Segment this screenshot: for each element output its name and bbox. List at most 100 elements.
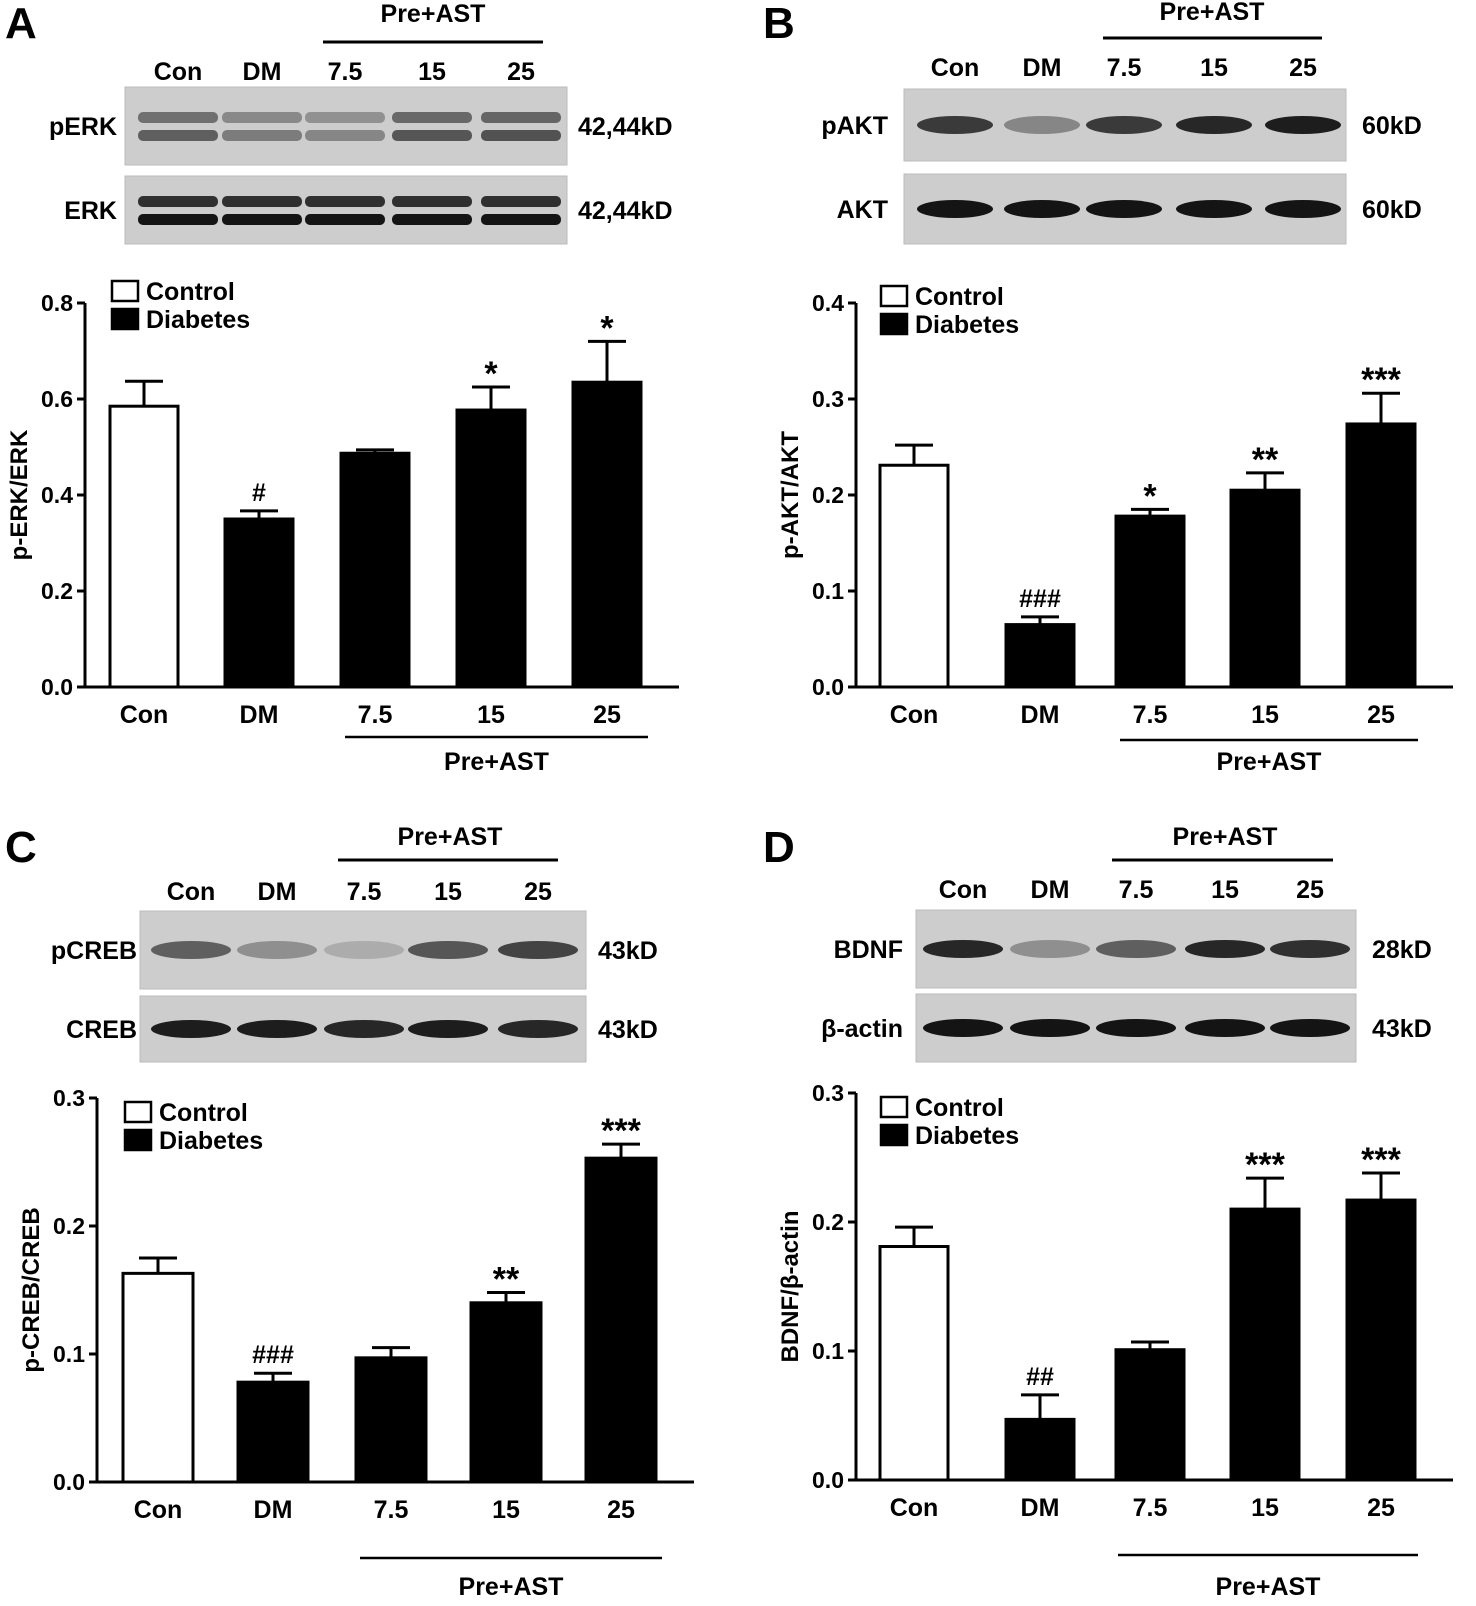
blot-row-label: pERK — [49, 113, 117, 141]
blot-band — [481, 196, 561, 207]
blot-lane-label: 25 — [1296, 876, 1324, 904]
bar-chart: 0.0 0.2 0.4 0.6 0.8 p-ERK/ERK Con # DM 7.5 * 15 * 25 P… — [6, 278, 679, 776]
bar — [354, 1356, 428, 1484]
bar — [1004, 1417, 1076, 1482]
blot-size-label: 28kD — [1372, 936, 1432, 964]
y-tick-label: 0.0 — [812, 1467, 844, 1493]
blot-band — [923, 1019, 1003, 1037]
blot-band — [1004, 200, 1080, 218]
blot-row-label: pCREB — [51, 937, 137, 965]
y-tick-label: 0.2 — [812, 482, 844, 508]
x-tick-label: 15 — [1251, 701, 1279, 729]
blot-band — [138, 196, 218, 207]
blot-band — [1185, 940, 1265, 958]
blot-lane-label: 15 — [434, 878, 462, 906]
blot-band — [237, 1020, 317, 1038]
bar — [1114, 1348, 1186, 1482]
x-tick-label: Con — [890, 701, 939, 729]
blot-band — [305, 130, 385, 141]
x-tick-label: 7.5 — [358, 701, 393, 729]
x-group-label: Pre+AST — [459, 1573, 564, 1601]
blot-band — [392, 196, 472, 207]
blot-band — [324, 941, 404, 959]
legend-swatch-diabetes — [123, 1128, 153, 1152]
blot-lane-label: 15 — [1200, 54, 1228, 82]
x-tick-label: 7.5 — [374, 1496, 409, 1524]
blot-band — [324, 1020, 404, 1038]
panel-letter: A — [5, 0, 37, 48]
bar — [584, 1156, 658, 1484]
blot-band — [222, 214, 302, 225]
panel-d: D Pre+AST Con DM 7.5 15 25 BDNF 28kD β-actin 43kD 0… — [763, 823, 1453, 1601]
x-tick-label: 7.5 — [1133, 701, 1168, 729]
bar-chart: 0.0 0.1 0.2 0.3 0.4 p-AKT/AKT Con ### DM * 7.5 ** 15… — [777, 283, 1453, 776]
bar-chart: 0.0 0.1 0.2 0.3 p-CREB/CREB Con ### DM 7.5 ** 15 **… — [18, 1085, 694, 1601]
panel-a: A Pre+AST Con DM 7.5 15 25 pERK 42,44kD ERK 42,44k… — [5, 0, 679, 776]
blot-lane-label: DM — [243, 58, 282, 86]
y-axis-label: p-ERK/ERK — [6, 429, 33, 560]
y-tick-label: 0.1 — [53, 1341, 85, 1367]
blot-membrane — [125, 87, 567, 165]
blot-band — [151, 941, 231, 959]
legend-label-control: Control — [915, 1094, 1004, 1122]
significance-label: *** — [1361, 361, 1401, 399]
blot-lane-label: Con — [939, 876, 988, 904]
blot-row — [903, 88, 1347, 162]
blot-band — [1096, 1019, 1176, 1037]
blot-border — [124, 86, 568, 166]
y-tick-label: 0.3 — [812, 1080, 844, 1106]
x-tick-label: 25 — [593, 701, 621, 729]
y-tick-label: 0.2 — [41, 578, 73, 604]
legend-label-control: Control — [146, 278, 235, 306]
blot-row-label: β-actin — [821, 1015, 903, 1043]
blot-band — [481, 112, 561, 123]
bar — [1114, 514, 1186, 689]
significance-label: ** — [1252, 441, 1279, 479]
bar — [108, 404, 180, 689]
blot-size-label: 43kD — [598, 937, 658, 965]
blot-band — [1185, 1019, 1265, 1037]
y-tick-label: 0.1 — [812, 578, 844, 604]
blot-band — [222, 130, 302, 141]
x-tick-label: DM — [1021, 1494, 1060, 1522]
y-tick-label: 0.3 — [53, 1085, 85, 1111]
blot-band — [1265, 200, 1341, 218]
legend-swatch-control — [110, 279, 140, 303]
x-group-label: Pre+AST — [1216, 1573, 1321, 1601]
y-tick-label: 0.0 — [53, 1469, 85, 1495]
x-group-label: Pre+AST — [1217, 748, 1322, 776]
blot-lane-label: Con — [154, 58, 203, 86]
blot-band — [1270, 1019, 1350, 1037]
blot-band — [923, 940, 1003, 958]
blot-band — [138, 214, 218, 225]
blot-band — [1086, 116, 1162, 134]
significance-label: ### — [1019, 585, 1061, 613]
blot-band — [138, 130, 218, 141]
blot-lane-label: 7.5 — [1107, 54, 1142, 82]
significance-label: # — [252, 479, 266, 507]
significance-label: *** — [601, 1112, 641, 1150]
blot-band — [392, 130, 472, 141]
blot-band — [408, 941, 488, 959]
blot-lane-label: 25 — [507, 58, 535, 86]
blot-band — [1010, 1019, 1090, 1037]
blot-size-label: 43kD — [1372, 1015, 1432, 1043]
significance-label: * — [1143, 477, 1157, 515]
blot-band — [498, 941, 578, 959]
blot-band — [138, 112, 218, 123]
y-tick-label: 0.3 — [812, 386, 844, 412]
legend-label-diabetes: Diabetes — [146, 306, 250, 334]
bar — [1229, 1207, 1301, 1482]
blot-lane-label: DM — [1023, 54, 1062, 82]
blot-size-label: 60kD — [1362, 196, 1422, 224]
x-tick-label: DM — [240, 701, 279, 729]
blot-lane-label: 15 — [418, 58, 446, 86]
blot-row-label: pAKT — [821, 112, 888, 140]
blot-lane-label: DM — [1031, 876, 1070, 904]
significance-label: * — [600, 309, 614, 347]
legend-swatch-diabetes — [879, 312, 909, 336]
x-tick-label: 25 — [1367, 701, 1395, 729]
y-tick-label: 0.0 — [812, 674, 844, 700]
